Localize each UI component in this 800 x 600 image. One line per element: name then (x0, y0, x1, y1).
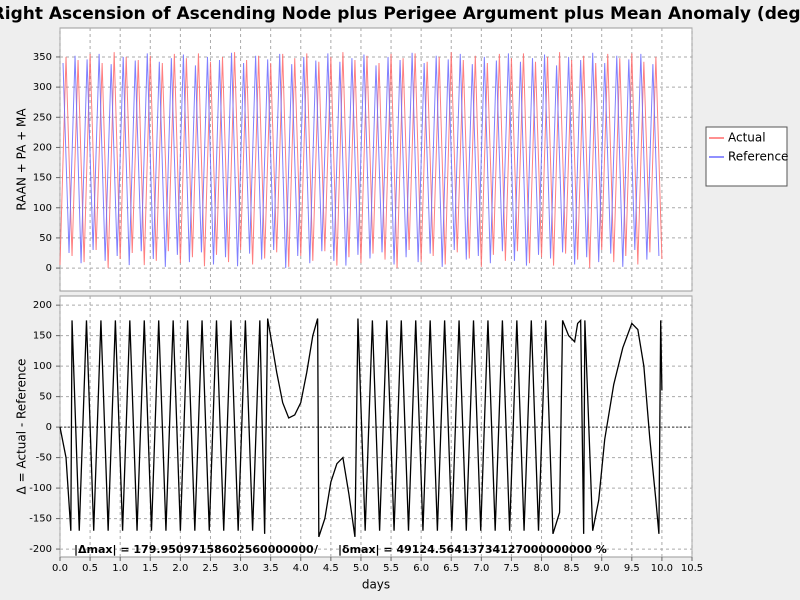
y-tick-label: 100 (33, 203, 52, 214)
x-tick-label: 10.5 (681, 563, 703, 574)
x-tick-label: 5.5 (383, 563, 399, 574)
x-tick-label: 7.0 (473, 563, 489, 574)
y-tick-label: 200 (33, 142, 52, 153)
x-tick-label: 6.0 (413, 563, 429, 574)
y-tick-label: 200 (33, 300, 52, 311)
y-tick-label: -50 (36, 453, 52, 464)
chart-title: Right Ascension of Ascending Node plus P… (0, 4, 800, 24)
x-axis-label: days (362, 578, 390, 592)
y-tick-label: 150 (33, 173, 52, 184)
y-tick-label: 300 (33, 82, 52, 93)
x-tick-label: 9.0 (594, 563, 610, 574)
x-tick-label: 5.0 (353, 563, 369, 574)
y-tick-label: -150 (29, 514, 52, 525)
x-tick-label: 6.5 (443, 563, 459, 574)
y-tick-label: 250 (33, 112, 52, 123)
x-tick-label: 1.5 (142, 563, 158, 574)
x-tick-label: 2.0 (172, 563, 188, 574)
y-tick-label: 0 (46, 422, 52, 433)
x-tick-label: 0.0 (52, 563, 68, 574)
annotation: |δmax| = 49124.56413734127000000000 % (338, 543, 607, 556)
x-tick-label: 3.0 (233, 563, 249, 574)
y-axis-label: Δ = Actual - Reference (15, 359, 29, 495)
x-tick-label: 8.5 (564, 563, 580, 574)
x-tick-label: 4.5 (323, 563, 339, 574)
legend-label: Actual (728, 131, 766, 145)
y-tick-label: 50 (39, 233, 52, 244)
y-tick-label: 50 (39, 392, 52, 403)
series-line (62, 52, 660, 269)
annotation: |Δmax| = 179.95097158602560000000 (74, 543, 314, 556)
y-tick-label: -100 (29, 483, 52, 494)
x-tick-label: 4.0 (293, 563, 309, 574)
y-tick-label: 100 (33, 361, 52, 372)
series-line (59, 52, 663, 269)
x-tick-label: 7.5 (503, 563, 519, 574)
x-tick-label: 3.5 (263, 563, 279, 574)
y-tick-label: 150 (33, 331, 52, 342)
x-tick-label: 8.0 (534, 563, 550, 574)
y-axis-label: RAAN + PA + MA (15, 108, 29, 211)
y-tick-label: 0 (46, 263, 52, 274)
x-tick-label: 9.5 (624, 563, 640, 574)
x-tick-label: 10.0 (651, 563, 673, 574)
series-line (59, 318, 663, 538)
y-tick-label: -200 (29, 544, 52, 555)
x-tick-label: 2.5 (203, 563, 219, 574)
y-tick-label: 350 (33, 52, 52, 63)
legend-label: Reference (728, 150, 788, 164)
x-tick-label: 0.5 (82, 563, 98, 574)
x-tick-label: 1.0 (112, 563, 128, 574)
annotation: / (314, 543, 319, 556)
